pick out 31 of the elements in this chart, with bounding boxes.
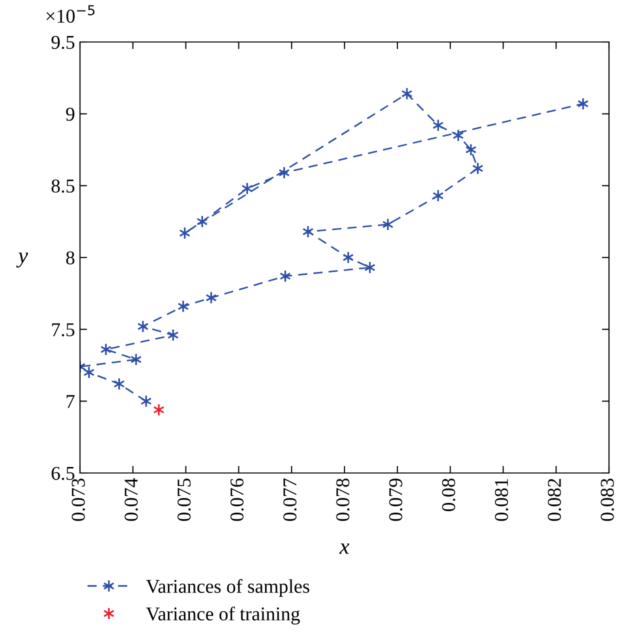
y-axis-title: y — [16, 252, 28, 268]
x-tick-label: 0.075 — [178, 478, 191, 521]
point — [401, 87, 413, 100]
y-tick-label: 7.5 — [52, 323, 74, 336]
point — [465, 143, 477, 156]
x-tick-label: 0.08 — [442, 478, 456, 512]
y-tick-label: 8 — [66, 251, 74, 264]
y-tick-label: 8.5 — [52, 179, 74, 193]
point — [302, 225, 314, 238]
point — [130, 353, 142, 366]
legend-label: Variance of training — [146, 606, 300, 624]
y-tick-label: 9.5 — [51, 36, 74, 50]
x-tick-label: 0.079 — [389, 478, 402, 521]
y-tick-label: 7 — [66, 395, 75, 408]
legend-label: Variances of samples — [146, 579, 310, 597]
x-tick-label: 0.081 — [494, 479, 508, 521]
point — [83, 366, 95, 379]
x-tick-label: 0.074 — [124, 478, 138, 521]
x-tick-label: 0.083 — [600, 478, 614, 521]
x-tick-label: 0.076 — [230, 478, 244, 521]
y-tick-label: 9 — [66, 108, 74, 121]
y-tick-label: 6.5 — [52, 466, 74, 480]
text: ×10$^{−5}$ — [46, 5, 94, 23]
x-tick-label: 0.077 — [283, 478, 297, 521]
point — [577, 97, 589, 110]
point — [137, 320, 149, 333]
x-axis-title: x — [339, 543, 350, 554]
point — [100, 343, 112, 356]
x-tick-label: 0.078 — [336, 478, 350, 521]
x-tick-label: 0.082 — [548, 478, 562, 521]
x-tick-label: 0.073 — [72, 478, 85, 521]
